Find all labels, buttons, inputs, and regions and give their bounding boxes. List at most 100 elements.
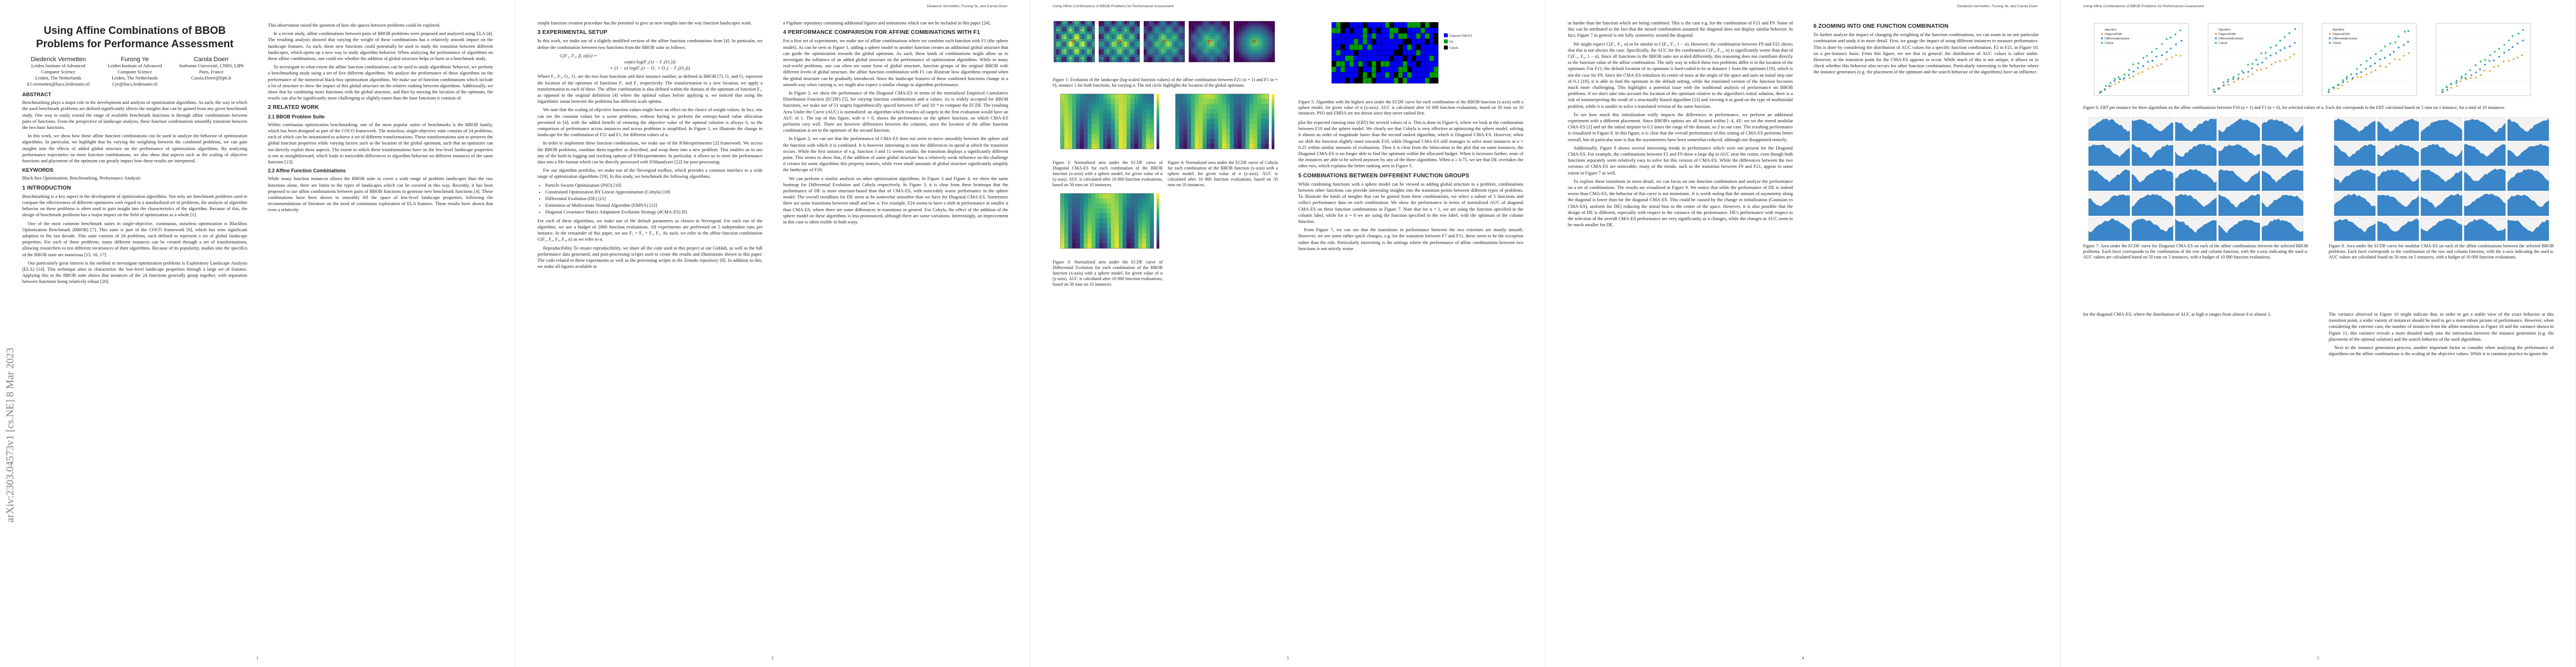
heatmap-cell [1060, 94, 1064, 99]
heatmap-cell [1175, 109, 1179, 114]
heatmap-cell [1072, 193, 1076, 198]
heatmap-cell [1111, 144, 1115, 149]
grid-cell [1429, 33, 1434, 39]
data-point [2137, 72, 2140, 74]
heatmap-cell [1095, 134, 1099, 139]
figure-caption: Figure 5: Algorithm with the highest are… [1298, 99, 1523, 116]
data-point [2238, 73, 2240, 76]
heatmap-cell [1127, 134, 1130, 139]
grid-cell [1349, 38, 1354, 45]
data-point [2332, 86, 2334, 89]
heatmap-cell [1207, 94, 1210, 99]
grid-cell [1371, 49, 1377, 56]
grid-cell [1424, 33, 1430, 39]
heatmap-cell [1068, 198, 1072, 203]
grid-cell [1358, 61, 1363, 67]
author-email[interactable]: d.l.vermetten@liacs.leidenuniv.nl [27, 82, 90, 87]
list-item: Estimation of Multivariate Normal Algori… [545, 202, 763, 208]
grid-cell [1371, 38, 1377, 45]
heatmap-cell [1080, 193, 1084, 198]
grid-cell [1407, 72, 1412, 78]
heatmap-cell [1107, 208, 1111, 213]
heatmap-cell [1265, 114, 1269, 119]
grid-cell [1358, 38, 1363, 45]
facet-cell [2131, 192, 2174, 216]
data-point [2241, 78, 2244, 80]
heatmap-cell [1226, 129, 1230, 134]
heatmap-cell [1138, 94, 1142, 99]
heatmap-cell [1203, 144, 1207, 149]
heatmap-cell [1088, 144, 1092, 149]
heatmap-cell [1107, 233, 1111, 238]
grid-cell [1331, 66, 1337, 73]
heatmap-cell [1115, 94, 1119, 99]
grid-cell [1367, 77, 1372, 84]
heatmap-cell [1130, 114, 1134, 119]
heatmap-cell [1187, 144, 1191, 149]
heatmap-cell [1203, 104, 1207, 109]
heatmap-cell [1060, 228, 1064, 233]
heatmap-cell [1138, 139, 1142, 144]
grid-cell [1371, 72, 1377, 78]
heatmap-cell [1099, 243, 1103, 248]
data-point [2155, 56, 2158, 58]
heatmap-cell [1265, 134, 1269, 139]
heatmap-cell [1191, 109, 1195, 114]
data-point [2251, 73, 2254, 75]
data-point [2365, 68, 2367, 70]
grid-cell [1367, 27, 1372, 34]
grid-cell [1389, 49, 1394, 56]
heatmap-cell [1115, 139, 1119, 144]
data-point [2518, 32, 2520, 35]
grid-cell [1389, 77, 1394, 84]
facet-cell [2261, 167, 2304, 191]
data-point [2521, 54, 2523, 57]
figure-7-facet-grid [2088, 117, 2304, 241]
heatmap-cell [1092, 104, 1095, 109]
heatmap-cell [1088, 104, 1092, 109]
facet-cell [2420, 142, 2463, 166]
heatmap-cell [1111, 203, 1115, 208]
heatmap-cell [1222, 144, 1226, 149]
author-email[interactable]: f.ye@liacs.leidenuniv.nl [112, 82, 158, 87]
grid-cell [1340, 77, 1346, 84]
grid-cell [1384, 38, 1390, 45]
heatmap-cell [1099, 208, 1103, 213]
data-point [2441, 91, 2443, 93]
heatmap-cell [1261, 94, 1265, 99]
heatmap-cell [1175, 104, 1179, 109]
author-email[interactable]: Carola.Doerr@lip6.fr [191, 76, 232, 81]
heatmap-cell [1238, 129, 1242, 134]
heatmap-cell [1130, 109, 1134, 114]
heatmap-cell [1183, 99, 1187, 104]
grid-cell [1367, 55, 1372, 62]
heatmap-cell [1111, 94, 1115, 99]
heatmap-cell [1179, 109, 1183, 114]
heatmap-cell [1119, 208, 1123, 213]
heatmap-cell [1107, 134, 1111, 139]
heatmap-cell [1222, 114, 1226, 119]
heatmap-cell [1179, 134, 1183, 139]
heatmap-cell [1230, 99, 1234, 104]
grid-cell [1384, 66, 1390, 73]
grid-cell [1367, 33, 1372, 39]
heatmap-cell [1080, 119, 1084, 124]
data-point [2104, 88, 2106, 90]
heatmap-cell [1092, 203, 1095, 208]
data-point [2175, 43, 2177, 46]
heatmap-cell [1130, 139, 1134, 144]
heatmap-cell [1150, 134, 1154, 139]
data-point [2460, 77, 2463, 79]
grid-cell [1424, 44, 1430, 51]
data-point [2370, 71, 2373, 73]
grid-cell [1402, 33, 1408, 39]
heatmap-cell [1060, 203, 1064, 208]
heatmap-cell [1099, 193, 1103, 198]
heatmap-cell [1084, 104, 1088, 109]
heatmap-cell [1119, 124, 1123, 129]
heatmap-cell [1111, 99, 1115, 104]
heatmap-cell [1072, 124, 1076, 129]
heatmap-cell [1207, 134, 1210, 139]
heatmap-cell [1068, 109, 1072, 114]
grid-cell [1362, 66, 1368, 73]
